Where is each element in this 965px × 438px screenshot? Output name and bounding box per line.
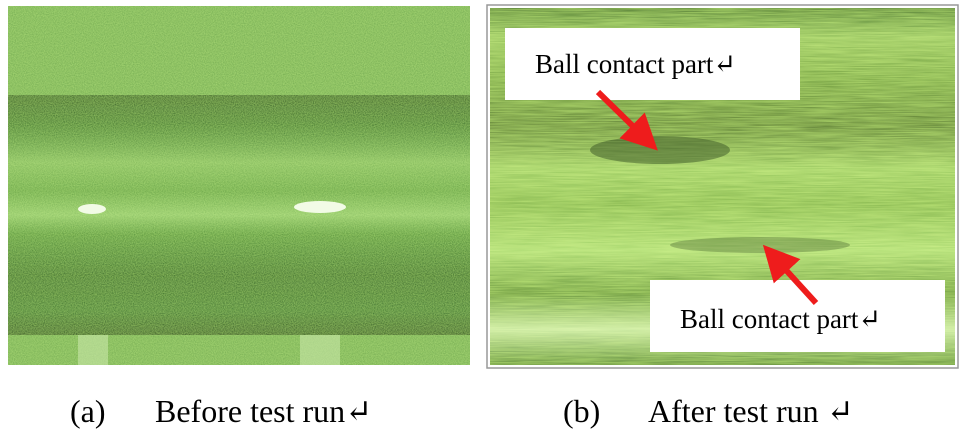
photo-before	[8, 6, 470, 365]
annotation-box: Ball contact part↵	[650, 280, 945, 352]
caption: After test run ↵	[648, 393, 853, 429]
annotation-text: Ball contact part↵	[680, 304, 881, 334]
panel-label: (a)	[70, 393, 106, 429]
annotation-box: Ball contact part↵	[505, 28, 800, 100]
figure: Ball contact part↵ Ball contact part↵ (a…	[0, 0, 965, 433]
annotation-text: Ball contact part↵	[535, 49, 736, 79]
caption: Before test run↵	[155, 393, 372, 429]
panel-label: (b)	[563, 393, 600, 429]
page: {"panels": [ {"label": "(a)", "caption":…	[0, 0, 965, 433]
